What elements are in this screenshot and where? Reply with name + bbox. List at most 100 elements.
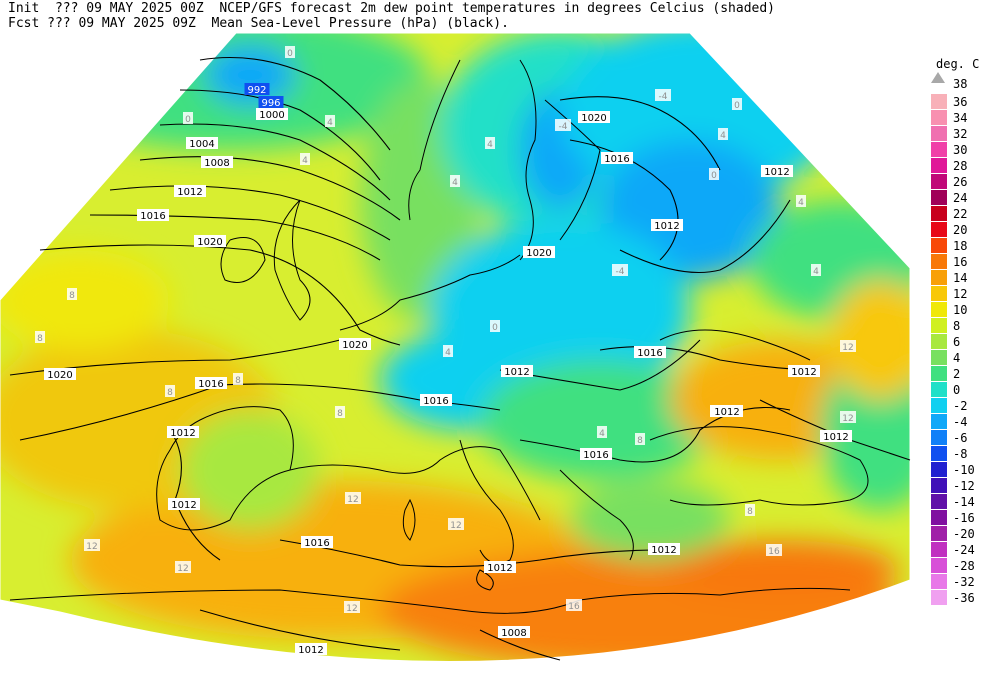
isobar-label-bg: [820, 430, 852, 442]
legend-item: 20: [931, 222, 1000, 238]
legend-item: 24: [931, 190, 1000, 206]
legend-swatch: [931, 558, 947, 573]
dewpoint-label-bg: [175, 561, 191, 573]
dewpoint-label: 4: [720, 131, 726, 141]
isobar-label-bg: [258, 96, 284, 108]
dewpoint-label: 8: [235, 376, 241, 386]
isobar-label: 1004: [189, 139, 214, 150]
isobar-label-bg: [167, 426, 199, 438]
legend-item: -28: [931, 558, 1000, 574]
coastlines: [9, 59, 869, 614]
dewpoint-label: 12: [450, 521, 461, 531]
isobar-label: 1012: [171, 500, 196, 511]
dewpoint-label-bg: [745, 504, 755, 516]
dewpoint-label-bg: [165, 385, 175, 397]
legend-item: 28: [931, 158, 1000, 174]
dewpoint-label-bg: [811, 264, 821, 276]
dewpoint-label: -4: [616, 267, 625, 277]
dewpoint-label-bg: [443, 345, 453, 357]
isobar-label: 1020: [342, 340, 367, 351]
isobar-label-bg: [648, 543, 680, 555]
legend-swatch: [931, 302, 947, 317]
isobar-label-bg: [295, 643, 327, 655]
legend-swatch: [931, 254, 947, 269]
dewpoint-label-bg: [796, 195, 806, 207]
isobar-label: 1012: [170, 428, 195, 439]
dewpoint-label-bg: [655, 89, 671, 101]
legend-item: 12: [931, 286, 1000, 302]
legend-swatch: [931, 542, 947, 557]
dewpoint-label-bg: [635, 433, 645, 445]
isobar-label-bg: [244, 83, 270, 95]
legend-label: 28: [953, 159, 968, 173]
dewpoint-label-bg: [325, 115, 335, 127]
dewpoint-label: 12: [842, 343, 853, 353]
legend-label: 4: [953, 351, 961, 365]
legend-label: -36: [953, 591, 975, 605]
legend-item: 36: [931, 94, 1000, 110]
legend-item: 2: [931, 366, 1000, 382]
legend-label: -10: [953, 463, 975, 477]
isobar-label: 1016: [423, 396, 448, 407]
dewpoint-label-bg: [300, 153, 310, 165]
legend-swatch: [931, 574, 947, 589]
legend-label: -14: [953, 495, 975, 509]
legend-swatch: [931, 430, 947, 445]
legend-label: -4: [953, 415, 968, 429]
isobar-label-bg: [634, 346, 666, 358]
dewpoint-label: 8: [637, 436, 643, 446]
dewpoint-label: 4: [302, 156, 308, 166]
isobar-label-bg: [651, 219, 683, 231]
header-line-1: Init ??? 09 MAY 2025 00Z NCEP/GFS foreca…: [8, 1, 776, 16]
legend-item: 30: [931, 142, 1000, 158]
dewpoint-label-bg: [448, 518, 464, 530]
legend-label: -24: [953, 543, 975, 557]
legend-label: 16: [953, 255, 968, 269]
legend-swatch: [931, 190, 947, 205]
isobar-label-bg: [788, 365, 820, 377]
dewpoint-label-bg: [344, 601, 360, 613]
dewpoint-label: 8: [69, 291, 75, 301]
dewpoint-label-bg: [345, 492, 361, 504]
dewpoint-label-bg: [766, 544, 782, 556]
legend-unit: deg. C: [936, 57, 980, 71]
isobar-label: 1000: [259, 110, 284, 121]
legend-label: 8: [953, 319, 961, 333]
isobar-label-bg: [256, 108, 288, 120]
legend-item: -32: [931, 574, 1000, 590]
isobar-label-bg: [501, 365, 533, 377]
dewpoint-label: 4: [445, 348, 451, 358]
legend-swatch: [931, 414, 947, 429]
dewpoint-label-bg: [183, 112, 193, 124]
legend-item: -16: [931, 510, 1000, 526]
map-domain-outline: [0, 32, 911, 662]
dewpoint-label: 4: [798, 198, 804, 208]
dewpoint-label: 4: [599, 429, 605, 439]
legend-swatch: [931, 526, 947, 541]
legend-item: -8: [931, 446, 1000, 462]
legend-item: 16: [931, 254, 1000, 270]
legend-overflow-arrow-icon: [931, 72, 945, 83]
isobar-label-bg: [339, 338, 371, 350]
isobar-label: 1016: [583, 450, 608, 461]
legend-item: 6: [931, 334, 1000, 350]
legend-label: 20: [953, 223, 968, 237]
dewpoint-label: 8: [167, 388, 173, 398]
dewpoint-label-bg: [35, 331, 45, 343]
isobar-label: 1012: [487, 563, 512, 574]
isobar-label-bg: [578, 111, 610, 123]
legend-swatch: [931, 462, 947, 477]
isobar-label-bg: [601, 152, 633, 164]
legend-swatch: [931, 270, 947, 285]
isobar-label: 1012: [654, 221, 679, 232]
legend-item: 32: [931, 126, 1000, 142]
legend-item: 14: [931, 270, 1000, 286]
dewpoint-label-bg: [840, 340, 856, 352]
legend-swatch: [931, 478, 947, 493]
dewpoint-label-bg: [718, 128, 728, 140]
dewpoint-label-bg: [450, 175, 460, 187]
isobar-label: 1012: [823, 432, 848, 443]
isobar-label: 1012: [651, 545, 676, 556]
